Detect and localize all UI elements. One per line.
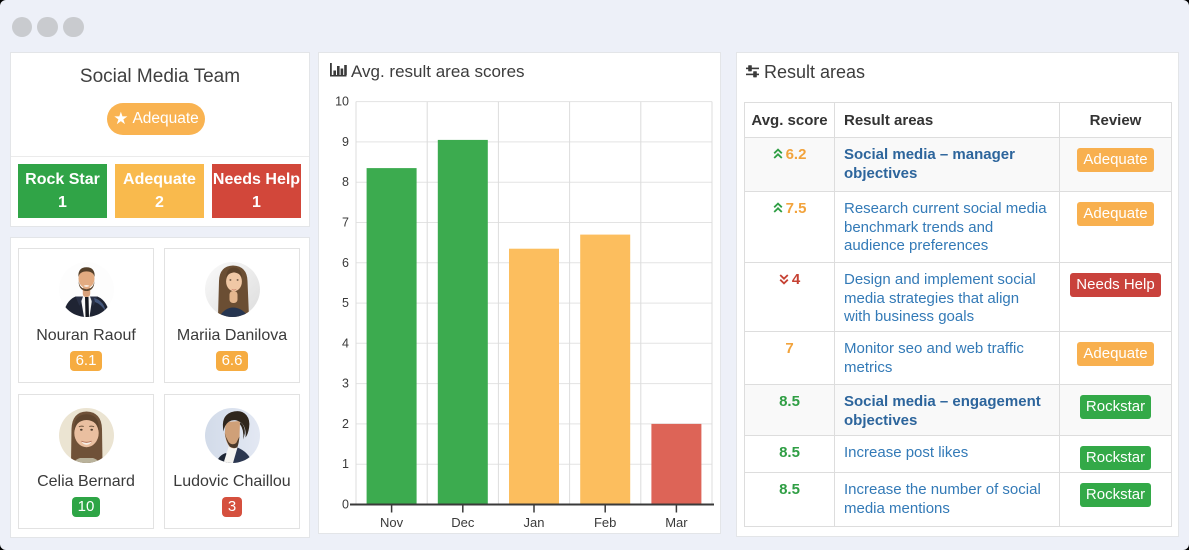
svg-text:10: 10 xyxy=(335,95,349,109)
svg-text:Nov: Nov xyxy=(380,515,404,530)
svg-text:1: 1 xyxy=(342,457,349,471)
svg-text:0: 0 xyxy=(342,498,349,512)
svg-text:Mar: Mar xyxy=(665,515,688,530)
svg-text:Jan: Jan xyxy=(524,515,545,530)
svg-text:5: 5 xyxy=(342,296,349,310)
svg-text:8: 8 xyxy=(342,175,349,189)
svg-text:4: 4 xyxy=(342,336,349,350)
svg-text:Dec: Dec xyxy=(451,515,475,530)
svg-text:7: 7 xyxy=(342,216,349,230)
svg-text:Feb: Feb xyxy=(594,515,616,530)
svg-text:2: 2 xyxy=(342,417,349,431)
svg-text:6: 6 xyxy=(342,256,349,270)
svg-text:3: 3 xyxy=(342,377,349,391)
svg-text:9: 9 xyxy=(342,135,349,149)
